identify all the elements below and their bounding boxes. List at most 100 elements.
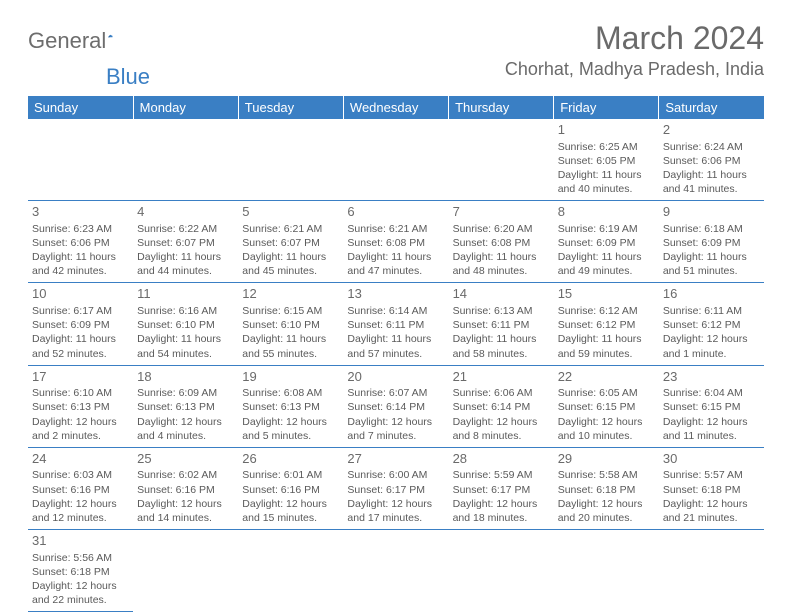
sunset-text: Sunset: 6:09 PM [663, 236, 760, 250]
sunset-text: Sunset: 6:08 PM [347, 236, 444, 250]
sunrise-text: Sunrise: 6:21 AM [242, 222, 339, 236]
calendar-cell: 27Sunrise: 6:00 AMSunset: 6:17 PMDayligh… [343, 447, 448, 529]
calendar-week-row: 24Sunrise: 6:03 AMSunset: 6:16 PMDayligh… [28, 447, 764, 529]
sunrise-text: Sunrise: 6:22 AM [137, 222, 234, 236]
sunset-text: Sunset: 6:18 PM [558, 483, 655, 497]
sunset-text: Sunset: 6:11 PM [347, 318, 444, 332]
calendar-week-row: 10Sunrise: 6:17 AMSunset: 6:09 PMDayligh… [28, 283, 764, 365]
sunset-text: Sunset: 6:16 PM [32, 483, 129, 497]
sunrise-text: Sunrise: 6:19 AM [558, 222, 655, 236]
daylight-text: Daylight: 11 hours and 40 minutes. [558, 168, 655, 196]
sunset-text: Sunset: 6:13 PM [242, 400, 339, 414]
sunrise-text: Sunrise: 6:17 AM [32, 304, 129, 318]
flag-icon [108, 29, 112, 43]
calendar-week-row: 17Sunrise: 6:10 AMSunset: 6:13 PMDayligh… [28, 365, 764, 447]
daylight-text: Daylight: 12 hours and 7 minutes. [347, 415, 444, 443]
calendar-cell [449, 119, 554, 201]
day-number: 1 [558, 121, 655, 139]
day-number: 19 [242, 368, 339, 386]
day-header: Tuesday [238, 96, 343, 119]
calendar-cell: 6Sunrise: 6:21 AMSunset: 6:08 PMDaylight… [343, 201, 448, 283]
sunset-text: Sunset: 6:07 PM [242, 236, 339, 250]
daylight-text: Daylight: 12 hours and 8 minutes. [453, 415, 550, 443]
calendar-cell: 12Sunrise: 6:15 AMSunset: 6:10 PMDayligh… [238, 283, 343, 365]
sunset-text: Sunset: 6:09 PM [558, 236, 655, 250]
daylight-text: Daylight: 11 hours and 52 minutes. [32, 332, 129, 360]
sunset-text: Sunset: 6:06 PM [663, 154, 760, 168]
sunset-text: Sunset: 6:15 PM [663, 400, 760, 414]
daylight-text: Daylight: 12 hours and 12 minutes. [32, 497, 129, 525]
calendar-week-row: 1Sunrise: 6:25 AMSunset: 6:05 PMDaylight… [28, 119, 764, 201]
calendar-cell: 15Sunrise: 6:12 AMSunset: 6:12 PMDayligh… [554, 283, 659, 365]
sunset-text: Sunset: 6:18 PM [32, 565, 129, 579]
calendar-cell: 24Sunrise: 6:03 AMSunset: 6:16 PMDayligh… [28, 447, 133, 529]
day-number: 10 [32, 285, 129, 303]
daylight-text: Daylight: 11 hours and 55 minutes. [242, 332, 339, 360]
calendar-cell [133, 119, 238, 201]
logo-text-blue: Blue [106, 64, 150, 89]
calendar-cell: 28Sunrise: 5:59 AMSunset: 6:17 PMDayligh… [449, 447, 554, 529]
sunset-text: Sunset: 6:16 PM [242, 483, 339, 497]
calendar-cell [238, 530, 343, 612]
day-number: 14 [453, 285, 550, 303]
calendar-cell [554, 530, 659, 612]
sunrise-text: Sunrise: 6:00 AM [347, 468, 444, 482]
daylight-text: Daylight: 12 hours and 22 minutes. [32, 579, 129, 607]
sunrise-text: Sunrise: 6:09 AM [137, 386, 234, 400]
day-header: Monday [133, 96, 238, 119]
sunset-text: Sunset: 6:07 PM [137, 236, 234, 250]
calendar-week-row: 31Sunrise: 5:56 AMSunset: 6:18 PMDayligh… [28, 530, 764, 612]
sunrise-text: Sunrise: 5:58 AM [558, 468, 655, 482]
calendar-cell: 19Sunrise: 6:08 AMSunset: 6:13 PMDayligh… [238, 365, 343, 447]
calendar-cell [28, 119, 133, 201]
day-header: Wednesday [343, 96, 448, 119]
day-number: 31 [32, 532, 129, 550]
calendar-cell: 8Sunrise: 6:19 AMSunset: 6:09 PMDaylight… [554, 201, 659, 283]
day-number: 5 [242, 203, 339, 221]
calendar-cell: 13Sunrise: 6:14 AMSunset: 6:11 PMDayligh… [343, 283, 448, 365]
day-number: 18 [137, 368, 234, 386]
daylight-text: Daylight: 11 hours and 47 minutes. [347, 250, 444, 278]
sunrise-text: Sunrise: 6:21 AM [347, 222, 444, 236]
calendar-cell: 9Sunrise: 6:18 AMSunset: 6:09 PMDaylight… [659, 201, 764, 283]
daylight-text: Daylight: 12 hours and 1 minute. [663, 332, 760, 360]
calendar-cell [133, 530, 238, 612]
daylight-text: Daylight: 11 hours and 44 minutes. [137, 250, 234, 278]
day-number: 29 [558, 450, 655, 468]
sunrise-text: Sunrise: 6:03 AM [32, 468, 129, 482]
calendar-cell: 2Sunrise: 6:24 AMSunset: 6:06 PMDaylight… [659, 119, 764, 201]
daylight-text: Daylight: 12 hours and 21 minutes. [663, 497, 760, 525]
daylight-text: Daylight: 12 hours and 17 minutes. [347, 497, 444, 525]
sunset-text: Sunset: 6:15 PM [558, 400, 655, 414]
calendar-header: SundayMondayTuesdayWednesdayThursdayFrid… [28, 96, 764, 119]
daylight-text: Daylight: 11 hours and 54 minutes. [137, 332, 234, 360]
calendar-cell: 4Sunrise: 6:22 AMSunset: 6:07 PMDaylight… [133, 201, 238, 283]
sunrise-text: Sunrise: 6:10 AM [32, 386, 129, 400]
day-number: 16 [663, 285, 760, 303]
daylight-text: Daylight: 11 hours and 49 minutes. [558, 250, 655, 278]
day-header: Saturday [659, 96, 764, 119]
calendar-cell: 18Sunrise: 6:09 AMSunset: 6:13 PMDayligh… [133, 365, 238, 447]
sunset-text: Sunset: 6:11 PM [453, 318, 550, 332]
daylight-text: Daylight: 11 hours and 57 minutes. [347, 332, 444, 360]
sunset-text: Sunset: 6:10 PM [242, 318, 339, 332]
sunrise-text: Sunrise: 5:56 AM [32, 551, 129, 565]
calendar-cell [238, 119, 343, 201]
day-number: 3 [32, 203, 129, 221]
sunset-text: Sunset: 6:17 PM [453, 483, 550, 497]
sunset-text: Sunset: 6:06 PM [32, 236, 129, 250]
calendar-body: 1Sunrise: 6:25 AMSunset: 6:05 PMDaylight… [28, 119, 764, 612]
calendar-cell: 11Sunrise: 6:16 AMSunset: 6:10 PMDayligh… [133, 283, 238, 365]
daylight-text: Daylight: 11 hours and 48 minutes. [453, 250, 550, 278]
day-number: 22 [558, 368, 655, 386]
day-header: Thursday [449, 96, 554, 119]
sunrise-text: Sunrise: 6:24 AM [663, 140, 760, 154]
sunset-text: Sunset: 6:16 PM [137, 483, 234, 497]
calendar-cell [449, 530, 554, 612]
sunrise-text: Sunrise: 6:14 AM [347, 304, 444, 318]
daylight-text: Daylight: 11 hours and 42 minutes. [32, 250, 129, 278]
month-title: March 2024 [505, 20, 764, 57]
calendar-cell: 20Sunrise: 6:07 AMSunset: 6:14 PMDayligh… [343, 365, 448, 447]
calendar-cell [343, 119, 448, 201]
day-number: 24 [32, 450, 129, 468]
